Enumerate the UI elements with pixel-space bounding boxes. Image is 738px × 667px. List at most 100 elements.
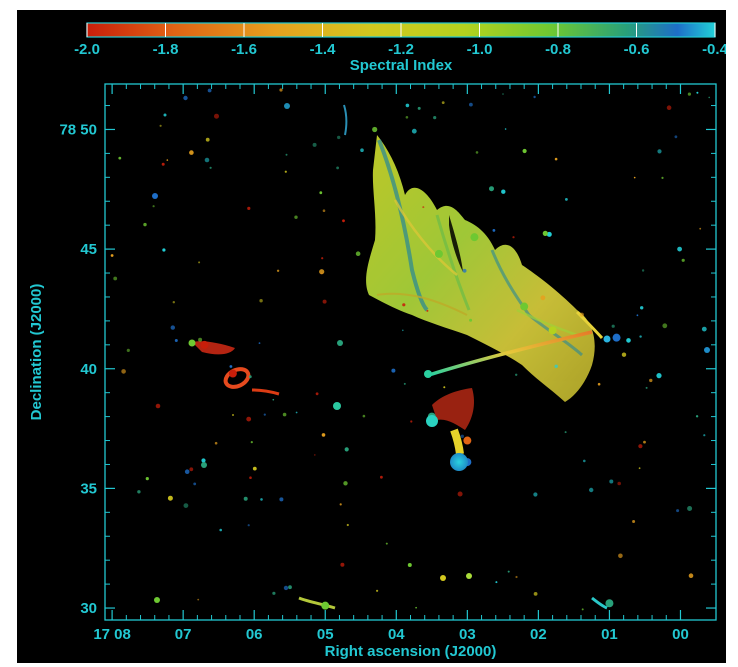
background-source: [214, 441, 218, 445]
jet-head-source: [603, 335, 611, 343]
background-source: [626, 338, 631, 343]
source-point: [548, 326, 557, 335]
source-point: [470, 233, 479, 242]
background-source: [649, 378, 653, 383]
red-tail-upper: [432, 388, 475, 430]
background-source: [687, 92, 692, 96]
background-source: [343, 481, 348, 486]
background-source: [214, 113, 219, 119]
source-point: [321, 601, 330, 610]
background-source: [380, 475, 383, 479]
source-point: [434, 249, 443, 258]
x-tick-label: 06: [246, 626, 263, 643]
tailed-sources: [192, 104, 608, 610]
background-source: [504, 128, 507, 130]
yellow-tail-center: [450, 428, 464, 455]
background-source: [475, 151, 479, 154]
tail-top: [343, 104, 348, 136]
background-source: [189, 467, 194, 472]
background-source: [183, 95, 188, 101]
background-source: [339, 503, 342, 506]
tail-head-source: [188, 339, 196, 347]
background-source: [681, 258, 685, 262]
background-source: [695, 415, 699, 418]
background-source: [632, 520, 636, 523]
background-source: [167, 495, 173, 501]
background-source: [565, 198, 568, 201]
background-source: [362, 414, 366, 418]
source-point: [200, 340, 209, 349]
background-source: [315, 392, 319, 396]
source-point: [463, 436, 472, 445]
jet-right: [575, 310, 604, 340]
background-source: [661, 176, 664, 179]
background-source: [676, 509, 680, 513]
colorbar-tick-label: -1.6: [231, 41, 257, 58]
bright-source: [333, 402, 341, 410]
colorbar-tick-label: -1.0: [467, 41, 493, 58]
x-tick-label: 01: [601, 626, 618, 643]
background-source: [489, 186, 494, 192]
background-source: [410, 420, 413, 423]
background-source: [336, 166, 339, 170]
background-source: [272, 398, 275, 401]
bright-source: [466, 573, 472, 579]
relic-main: [366, 135, 595, 402]
background-source: [583, 459, 586, 463]
background-source: [319, 269, 325, 275]
background-source: [314, 454, 316, 456]
background-source: [699, 227, 702, 230]
background-source: [633, 176, 636, 179]
background-source: [174, 339, 178, 342]
x-axis-tick-labels: 17 08 07 06 05 04 03 02 01 00: [93, 626, 688, 643]
background-source: [285, 153, 288, 156]
y-axis-ticks: [105, 105, 716, 609]
background-source: [207, 88, 212, 93]
background-source: [546, 231, 552, 237]
bright-source: [337, 340, 343, 346]
background-source: [321, 257, 324, 260]
background-source: [666, 105, 672, 110]
background-source: [643, 440, 646, 444]
x-axis-ticks: [111, 84, 682, 620]
relic-filament-1: [377, 139, 429, 312]
background-source: [502, 93, 504, 95]
background-source: [162, 248, 166, 252]
background-source: [597, 382, 601, 386]
background-source: [443, 386, 446, 389]
background-source: [163, 113, 167, 117]
background-source: [376, 589, 379, 592]
background-source: [422, 206, 425, 209]
background-source: [260, 498, 263, 501]
bright-source: [440, 575, 446, 581]
background-source: [515, 373, 518, 376]
background-source: [564, 431, 567, 434]
x-tick-label: 05: [317, 626, 334, 643]
colorbar-tick-label: -0.8: [545, 41, 571, 58]
x-tick-label: 04: [388, 626, 405, 643]
background-source: [457, 491, 463, 497]
background-source: [638, 444, 643, 449]
background-source: [407, 563, 412, 567]
background-source: [703, 434, 706, 437]
background-source: [708, 96, 710, 99]
background-source: [415, 606, 417, 609]
background-source: [155, 403, 161, 409]
diffuse-relic-emission: [366, 135, 595, 402]
colorbar-tick-label: -1.8: [153, 41, 179, 58]
background-source: [337, 135, 341, 140]
spectral-index-map-figure: -2.0 -1.8 -1.6 -1.4 -1.2 -1.0 -0.8 -0.6 -0.4 Spe…: [28, 22, 726, 660]
background-source: [609, 479, 614, 484]
background-source: [193, 482, 197, 486]
relic-filament-5: [376, 292, 468, 316]
background-source: [701, 326, 707, 332]
tail-bottom-right: [591, 596, 608, 610]
background-source: [294, 215, 298, 219]
x-tick-label: 02: [530, 626, 547, 643]
background-source: [391, 368, 396, 373]
relic-filament-6: [516, 308, 578, 337]
background-source: [405, 116, 409, 119]
colorbar-label: Spectral Index: [350, 57, 453, 74]
background-source: [640, 306, 644, 310]
background-source: [272, 591, 276, 595]
